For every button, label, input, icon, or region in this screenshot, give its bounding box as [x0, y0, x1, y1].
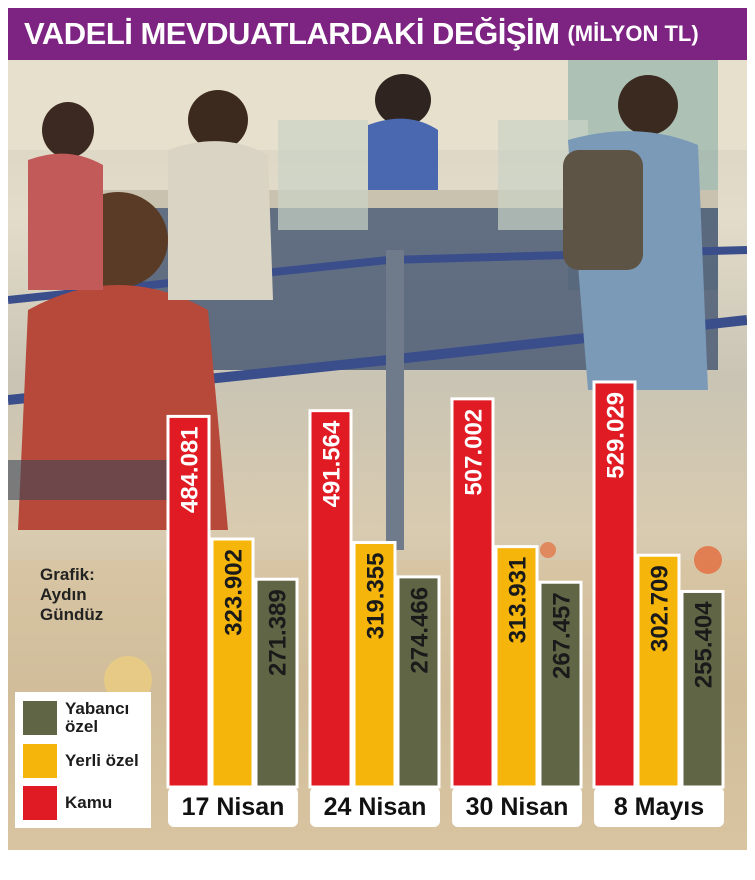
bar-yerli-özel-1	[352, 541, 397, 789]
bar-yabancı-özel-2	[538, 580, 583, 789]
value-label: 274.466	[407, 587, 434, 674]
credit-line-3: Gündüz	[40, 605, 104, 624]
bar-yerli-özel-3	[636, 553, 681, 789]
value-label: 313.931	[505, 557, 532, 644]
legend-swatch	[23, 786, 57, 820]
bar-yabancı-özel-1	[396, 575, 441, 789]
legend-label: Yabancı özel	[65, 699, 130, 736]
bar-kamu-2	[450, 397, 495, 789]
value-label: 255.404	[691, 601, 718, 688]
value-label: 484.081	[177, 426, 204, 513]
value-label: 302.709	[647, 565, 674, 652]
legend-item-yabanci-ozel: Yabancı özel	[15, 700, 151, 736]
credit-line-1: Grafik:	[40, 565, 95, 584]
credit-line-2: Aydın	[40, 585, 87, 604]
graphic-credit: Grafik: Aydın Gündüz	[40, 565, 130, 625]
value-label: 491.564	[319, 420, 346, 507]
legend-item-yerli-ozel: Yerli özel	[15, 744, 151, 778]
value-label: 507.002	[461, 409, 488, 496]
bar-yabancı-özel-3	[680, 589, 725, 789]
value-label: 267.457	[549, 592, 576, 679]
chart-title: VADELİ MEVDUATLARDAKİ DEĞİŞİM	[24, 16, 560, 51]
category-label-30-nisan: 30 Nisan	[452, 787, 582, 827]
legend-label: Kamu	[65, 793, 113, 812]
category-label-8-mayis: 8 Mayıs	[594, 787, 724, 827]
bar-kamu-1	[308, 409, 353, 789]
value-label: 271.389	[265, 589, 292, 676]
legend-swatch	[23, 744, 57, 778]
bar-kamu-0	[166, 414, 211, 789]
title-bar: VADELİ MEVDUATLARDAKİ DEĞİŞİM (MİLYON TL…	[8, 8, 747, 60]
value-label: 319.355	[363, 553, 390, 640]
value-label: 529.029	[603, 392, 630, 479]
category-label-17-nisan: 17 Nisan	[168, 787, 298, 827]
legend-swatch	[23, 701, 57, 735]
bar-yerli-özel-0	[210, 537, 255, 789]
chart-unit: (MİLYON TL)	[567, 21, 699, 46]
legend-label: Yerli özel	[65, 751, 139, 770]
bar-yabancı-özel-0	[254, 577, 299, 789]
legend: Yabancı özel Yerli özel Kamu	[15, 692, 151, 828]
bar-kamu-3	[592, 380, 637, 789]
value-label: 323.902	[221, 549, 248, 636]
legend-item-kamu: Kamu	[15, 786, 151, 820]
category-label-24-nisan: 24 Nisan	[310, 787, 440, 827]
